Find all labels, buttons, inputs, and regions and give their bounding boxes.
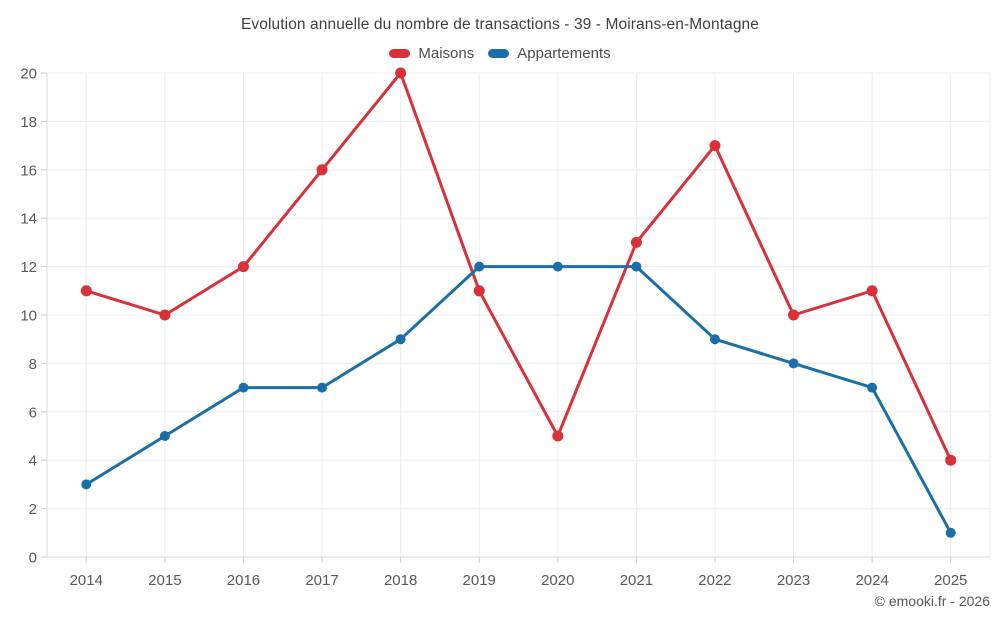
appartements-series-swatch-icon (488, 49, 510, 58)
y-axis-label: 18 (20, 114, 37, 131)
maisons-point-2017[interactable] (316, 164, 328, 176)
y-axis-label: 0 (29, 550, 37, 567)
maisons-point-2024[interactable] (866, 285, 878, 297)
appartements-point-2021[interactable] (631, 261, 642, 272)
appartements-point-2020[interactable] (552, 261, 563, 272)
appartements-point-2022[interactable] (709, 334, 720, 345)
maisons-point-2016[interactable] (237, 261, 249, 273)
x-axis-label: 2015 (148, 572, 181, 589)
x-axis-label: 2020 (541, 572, 574, 589)
legend-item-appartements[interactable]: Appartements (488, 45, 611, 62)
y-axis-label: 16 (20, 162, 37, 179)
legend-item-maisons[interactable]: Maisons (389, 45, 474, 62)
chart-legend: Maisons Appartements (0, 45, 1000, 62)
appartements-point-2016[interactable] (238, 382, 249, 393)
chart-title: Evolution annuelle du nombre de transact… (240, 16, 760, 33)
appartements-point-2014[interactable] (81, 479, 92, 490)
maisons-series-swatch-icon (389, 49, 411, 58)
maisons-point-2023[interactable] (788, 309, 800, 321)
y-axis-label: 8 (29, 356, 37, 373)
maisons-line (84, 71, 953, 462)
appartements-point-2017[interactable] (317, 382, 328, 393)
maisons-point-2019[interactable] (473, 285, 485, 297)
y-axis-label: 14 (20, 211, 37, 228)
appartements-point-2015[interactable] (159, 431, 170, 441)
appartements-point-2024[interactable] (867, 382, 878, 393)
x-axis-label: 2017 (305, 572, 338, 589)
maisons-point-2018[interactable] (395, 67, 407, 79)
appartements-point-2019[interactable] (474, 261, 485, 272)
x-axis-label: 2025 (934, 572, 967, 589)
maisons-point-2025[interactable] (945, 454, 957, 466)
copyright-attribution: © emooki.fr - 2026 (874, 593, 990, 609)
y-axis-label: 2 (29, 501, 37, 518)
appartements-point-2025[interactable] (945, 527, 956, 538)
y-axis-label: 10 (20, 308, 37, 325)
maisons-point-2015[interactable] (159, 309, 171, 321)
x-axis-label: 2018 (384, 572, 417, 589)
appartements-point-2023[interactable] (788, 358, 799, 369)
y-axis-label: 4 (29, 453, 37, 470)
appartements-line (84, 265, 953, 535)
x-axis-label: 2022 (698, 572, 731, 589)
maisons-point-2020[interactable] (552, 430, 564, 442)
x-axis-label: 2016 (227, 572, 260, 589)
x-axis-label: 2024 (855, 572, 888, 589)
appartements-point-2018[interactable] (395, 334, 406, 345)
x-axis-label: 2023 (777, 572, 810, 589)
maisons-point-2022[interactable] (709, 140, 721, 152)
legend-label-appartements: Appartements (517, 45, 611, 62)
x-axis-label: 2021 (620, 572, 653, 589)
y-axis-label: 6 (29, 404, 37, 421)
maisons-point-2021[interactable] (630, 236, 642, 248)
legend-label-maisons: Maisons (418, 45, 475, 62)
y-axis-label: 20 (20, 66, 37, 83)
maisons-point-2014[interactable] (80, 285, 92, 297)
x-axis-label: 2019 (463, 572, 496, 589)
x-axis-label: 2014 (70, 572, 103, 589)
y-axis-label: 12 (20, 259, 37, 276)
